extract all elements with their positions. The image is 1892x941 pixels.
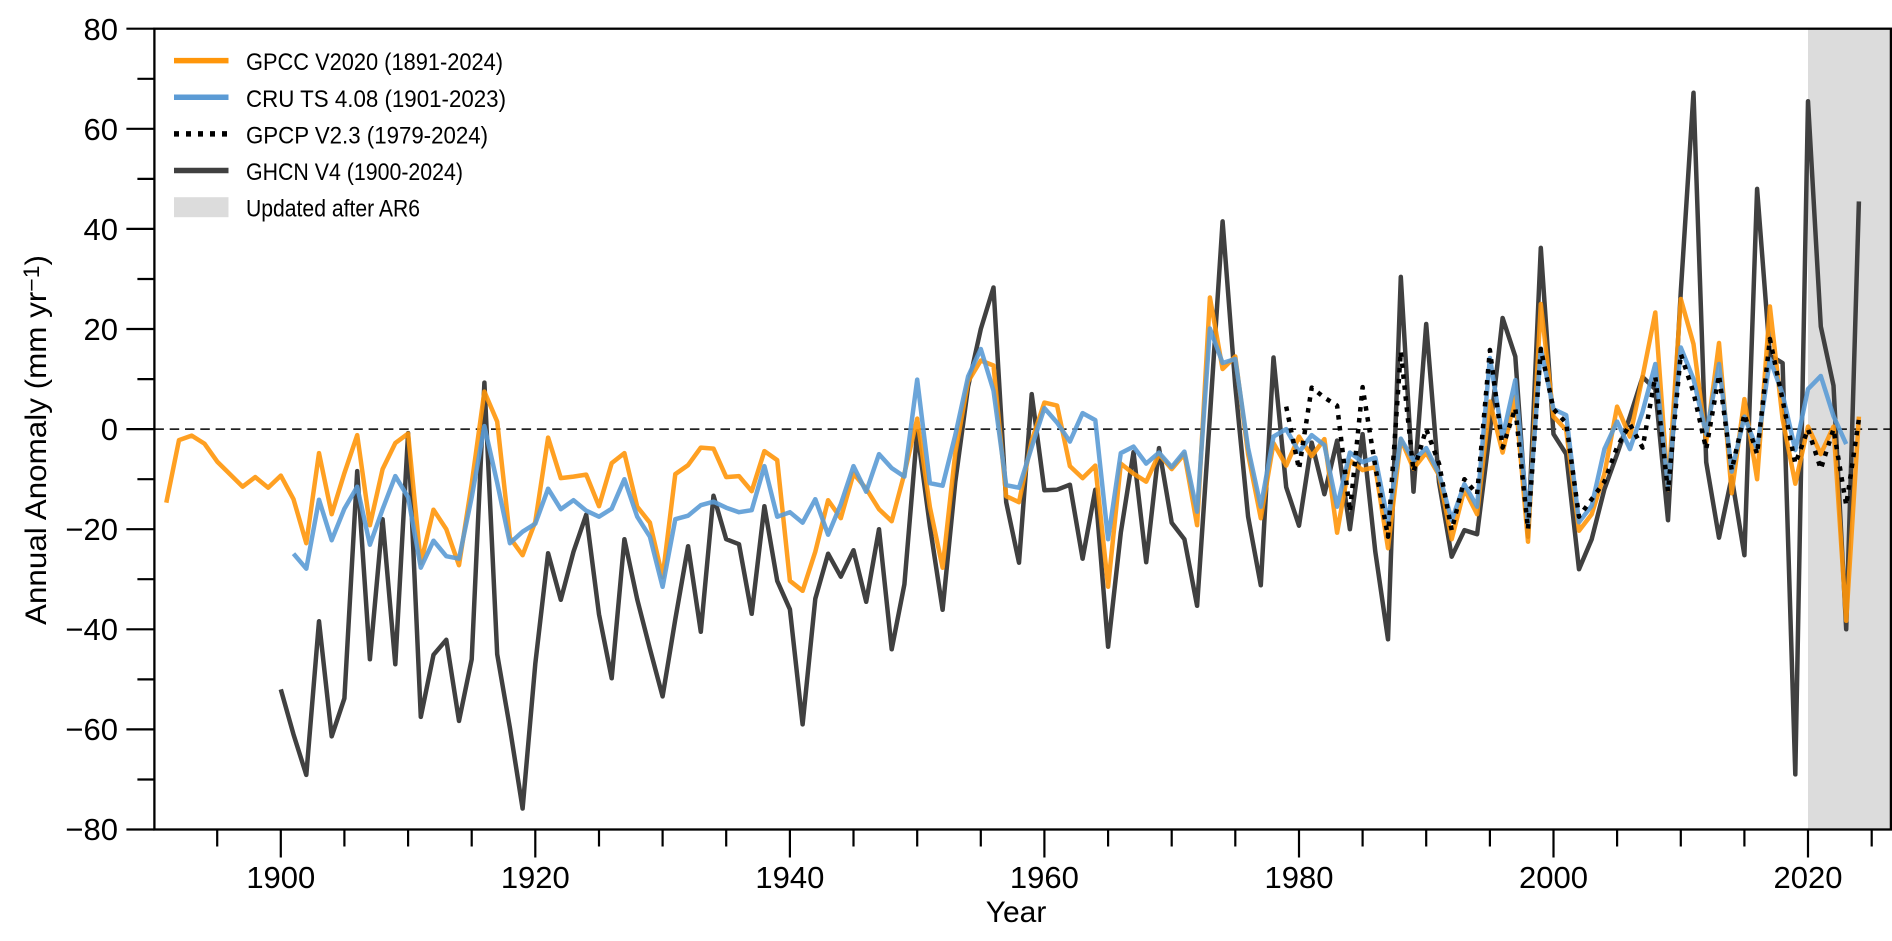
svg-text:2020: 2020 xyxy=(1774,860,1843,895)
svg-text:1900: 1900 xyxy=(246,860,315,895)
svg-text:40: 40 xyxy=(84,212,118,247)
svg-text:Year: Year xyxy=(986,896,1047,929)
svg-text:GPCP V2.3 (1979-2024): GPCP V2.3 (1979-2024) xyxy=(246,122,488,149)
svg-text:1960: 1960 xyxy=(1010,860,1079,895)
svg-text:2000: 2000 xyxy=(1519,860,1588,895)
svg-text:1980: 1980 xyxy=(1265,860,1334,895)
svg-text:60: 60 xyxy=(84,112,118,147)
svg-text:1920: 1920 xyxy=(501,860,570,895)
svg-text:−20: −20 xyxy=(65,512,118,547)
svg-text:−80: −80 xyxy=(65,812,118,847)
svg-text:−60: −60 xyxy=(65,712,118,747)
svg-text:GHCN V4 (1900-2024): GHCN V4 (1900-2024) xyxy=(246,159,463,186)
svg-text:0: 0 xyxy=(101,412,118,447)
svg-text:Updated after AR6: Updated after AR6 xyxy=(246,196,420,223)
svg-text:Annual Anomaly (mm yr−1): Annual Anomaly (mm yr−1) xyxy=(19,255,53,625)
svg-text:80: 80 xyxy=(84,12,118,47)
svg-text:−40: −40 xyxy=(65,612,118,647)
svg-text:CRU TS 4.08 (1901-2023): CRU TS 4.08 (1901-2023) xyxy=(246,86,506,113)
svg-text:20: 20 xyxy=(84,312,118,347)
svg-text:GPCC V2020 (1891-2024): GPCC V2020 (1891-2024) xyxy=(246,49,503,76)
svg-text:1940: 1940 xyxy=(755,860,824,895)
